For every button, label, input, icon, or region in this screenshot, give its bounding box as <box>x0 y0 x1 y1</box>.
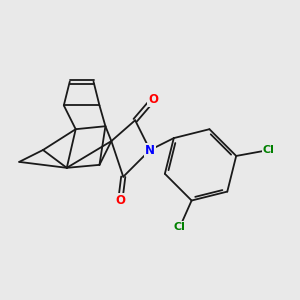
Text: O: O <box>148 93 158 106</box>
Text: Cl: Cl <box>174 222 186 232</box>
Text: Cl: Cl <box>263 145 275 155</box>
Text: O: O <box>115 194 125 207</box>
Text: N: N <box>145 143 155 157</box>
